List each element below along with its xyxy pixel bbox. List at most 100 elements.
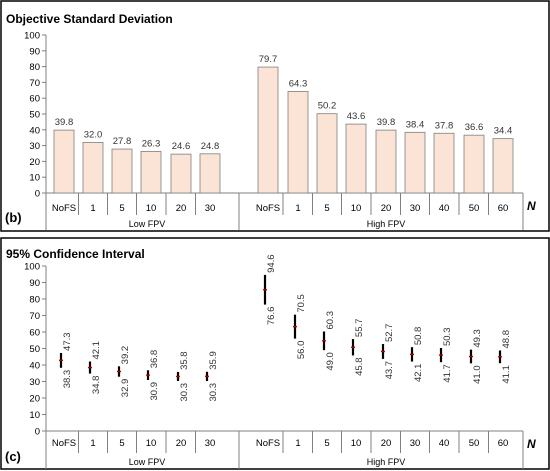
ci-x-tick-label: 20 [381, 438, 392, 449]
ci-plot-area: 0 10 20 30 40 50 60 70 80 90 100 NoFS 1 5 10 20 30 NoFS 1 5… [24, 254, 524, 469]
ci-y-tick-label: 100 [24, 262, 40, 273]
bar-value-label: 34.4 [494, 126, 513, 137]
ci-x-tick-label: 20 [176, 438, 187, 449]
bar-x-tick-label: 50 [469, 203, 480, 214]
bar-x-tick-label: 20 [176, 203, 187, 214]
ci-y-tick-label: 30 [29, 377, 40, 388]
bar [53, 129, 75, 194]
bar-x-tick-label: 1 [295, 203, 300, 214]
bar-y-tick-label: 40 [29, 125, 40, 136]
ci-upper-label: 35.9 [208, 351, 219, 370]
ci-upper-label: 94.6 [266, 254, 277, 273]
ci-x-tick-label: 60 [498, 438, 509, 449]
ci-group-label-high: High FPV [367, 457, 406, 467]
bar-n-label: N [527, 199, 536, 213]
bar-plot-area: 0 10 20 30 40 50 60 70 80 90 100 NoFS 1 5 10 20 30 NoFS 1 5… [24, 31, 524, 230]
bar-x-tick-label: NoFS [52, 203, 76, 214]
bar [492, 138, 514, 194]
bar-group-label-high: High FPV [367, 219, 406, 229]
ci-lower-label: 41.0 [472, 365, 483, 384]
bar-y-tick-label: 30 [29, 141, 40, 152]
ci-lower-label: 30.3 [208, 383, 219, 402]
bar-y-tick-label: 10 [29, 173, 40, 184]
ci-x-tick-label: 30 [410, 438, 421, 449]
ci-x-tick-label: 5 [119, 438, 124, 449]
panel-b-label: (b) [5, 210, 22, 225]
bar-chart-title: Objective Standard Deviation [6, 12, 173, 26]
bar [140, 151, 162, 194]
ci-x-tick-label: 1 [90, 438, 95, 449]
ci-x-tick-label: 10 [351, 438, 362, 449]
panel-c-border [0, 237, 550, 470]
bar-value-label: 38.4 [406, 119, 425, 130]
bar-y-tick-label: 20 [29, 157, 40, 168]
bar-x-tick-label: 40 [439, 203, 450, 214]
bar-value-label: 64.3 [289, 78, 308, 89]
bar [257, 66, 279, 194]
bar [345, 123, 367, 194]
ci-lower-label: 41.1 [501, 365, 512, 384]
ci-lower-label: 49.0 [325, 352, 336, 371]
ci-lower-label: 45.8 [354, 357, 365, 376]
ci-x-tick-label: 50 [469, 438, 480, 449]
ci-upper-label: 39.2 [120, 346, 131, 365]
ci-x-tick-label: NoFS [256, 438, 280, 449]
ci-chart-title: 95% Confidence Interval [6, 247, 145, 261]
bar-x-tick-label: 30 [205, 203, 216, 214]
bar [375, 129, 397, 194]
bar [316, 113, 338, 194]
bar-x-tick-label: 1 [90, 203, 95, 214]
ci-x-tick-label: 5 [324, 438, 329, 449]
bar-value-label: 27.8 [113, 136, 132, 147]
bar [82, 142, 104, 194]
ci-upper-label: 55.7 [354, 319, 365, 338]
bar-x-tick-label: 5 [119, 203, 124, 214]
bar-value-label: 39.8 [55, 117, 74, 128]
ci-x-tick-label: 30 [205, 438, 216, 449]
ci-lower-label: 34.8 [91, 376, 102, 395]
bar-y-tick-label: 0 [35, 189, 40, 200]
ci-upper-label: 42.1 [91, 341, 102, 360]
ci-y-tick-label: 10 [29, 410, 40, 421]
ci-upper-label: 60.3 [325, 311, 336, 330]
ci-upper-label: 70.5 [296, 294, 307, 313]
bar-value-label: 24.6 [172, 141, 191, 152]
ci-x-tick-label: NoFS [52, 438, 76, 449]
ci-lower-label: 43.7 [384, 361, 395, 380]
bar [463, 134, 485, 194]
ci-y-tick-label: 60 [29, 328, 40, 339]
ci-y-tick-label: 90 [29, 278, 40, 289]
panel-c-label: (c) [5, 449, 21, 464]
bar-group-label-low: Low FPV [129, 219, 166, 229]
ci-lower-label: 41.7 [442, 364, 453, 383]
bar-value-label: 37.8 [435, 120, 454, 131]
bar [170, 153, 192, 194]
bar-value-label: 79.7 [259, 54, 278, 65]
bar-y-tick-label: 80 [29, 62, 40, 73]
ci-y-tick-label: 80 [29, 295, 40, 306]
ci-upper-label: 47.3 [62, 332, 73, 351]
ci-lower-label: 76.6 [266, 307, 277, 326]
ci-upper-label: 36.8 [149, 350, 160, 369]
ci-lower-label: 32.9 [120, 379, 131, 398]
bar-y-tick-label: 90 [29, 46, 40, 57]
ci-lower-label: 30.3 [179, 383, 190, 402]
bar-x-tick-label: 10 [351, 203, 362, 214]
bar [199, 153, 221, 194]
ci-lower-label: 38.3 [62, 370, 73, 389]
ci-upper-label: 35.8 [179, 351, 190, 370]
bar-value-label: 50.2 [318, 101, 337, 112]
ci-upper-label: 49.3 [472, 329, 483, 348]
ci-lower-label: 42.1 [413, 364, 424, 383]
bar [433, 132, 455, 194]
bar-x-tick-label: 60 [498, 203, 509, 214]
bar-x-tick-label: NoFS [256, 203, 280, 214]
bar-y-tick-label: 70 [29, 78, 40, 89]
bar-x-tick-label: 30 [410, 203, 421, 214]
bar-value-label: 24.8 [201, 141, 220, 152]
panel-b-border [0, 0, 550, 232]
ci-y-tick-label: 50 [29, 344, 40, 355]
bar-value-label: 43.6 [347, 111, 366, 122]
